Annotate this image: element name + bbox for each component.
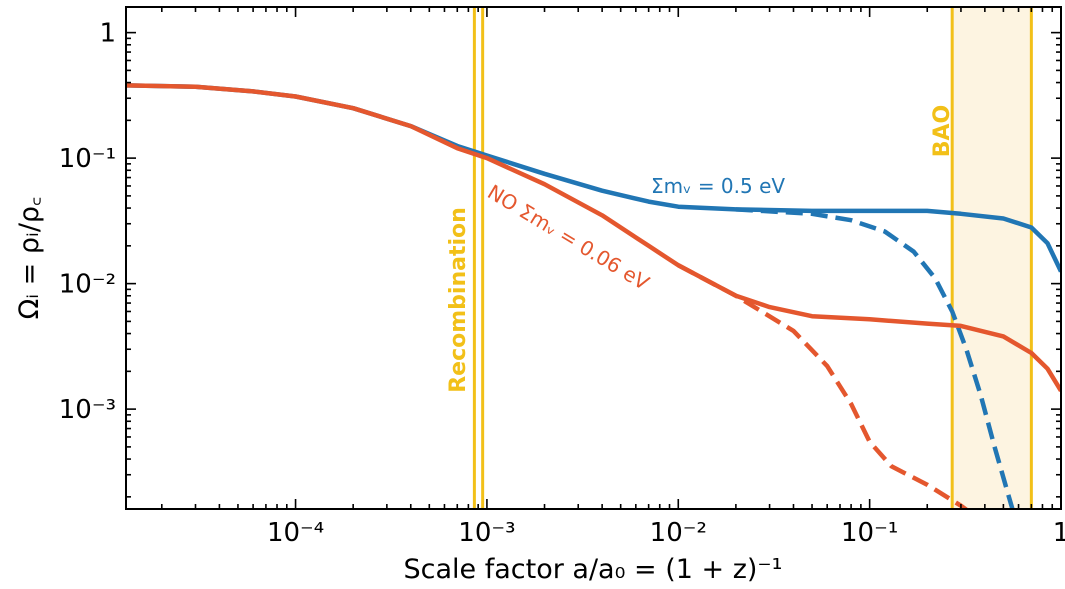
ticks-layer: 10⁻⁴ 10⁻³ 10⁻² 10⁻¹ 1 1 10⁻¹ 10⁻² 10⁻³: [59, 7, 1065, 548]
series-line-1-dashed: [735, 207, 1015, 509]
series-line-2-solid: [126, 83, 1061, 392]
annotation-massive-neutrino: Σmᵥ = 0.5 eV: [651, 174, 785, 198]
y-tick-label-2: 10⁻²: [59, 270, 116, 300]
annotation-bao: BAO: [930, 105, 955, 158]
x-tick-label-1: 10⁻³: [458, 518, 515, 548]
series-line-3-dashed: [677, 263, 970, 509]
bao-band: [952, 7, 1032, 509]
x-tick-label-0: 10⁻⁴: [267, 518, 324, 548]
x-tick-label-4: 1: [1053, 518, 1065, 548]
x-tick-label-3: 10⁻¹: [841, 518, 898, 548]
x-axis-label: Scale factor a/a₀ = (1 + z)⁻¹: [404, 554, 783, 585]
y-tick-label-3: 10⁻³: [59, 395, 116, 425]
series-layer: [126, 83, 1061, 509]
x-tick-label-2: 10⁻²: [650, 518, 707, 548]
y-tick-label-0: 1: [99, 19, 116, 49]
bao-band-layer: [952, 7, 1032, 509]
y-axis-label: Ωᵢ = ρᵢ/ρ꜀: [14, 197, 45, 320]
plot-frame: [125, 6, 1062, 510]
y-tick-label-1: 10⁻¹: [59, 144, 116, 174]
vertical-lines-layer: [472, 7, 1033, 509]
annotation-recombination: Recombination: [446, 207, 471, 393]
